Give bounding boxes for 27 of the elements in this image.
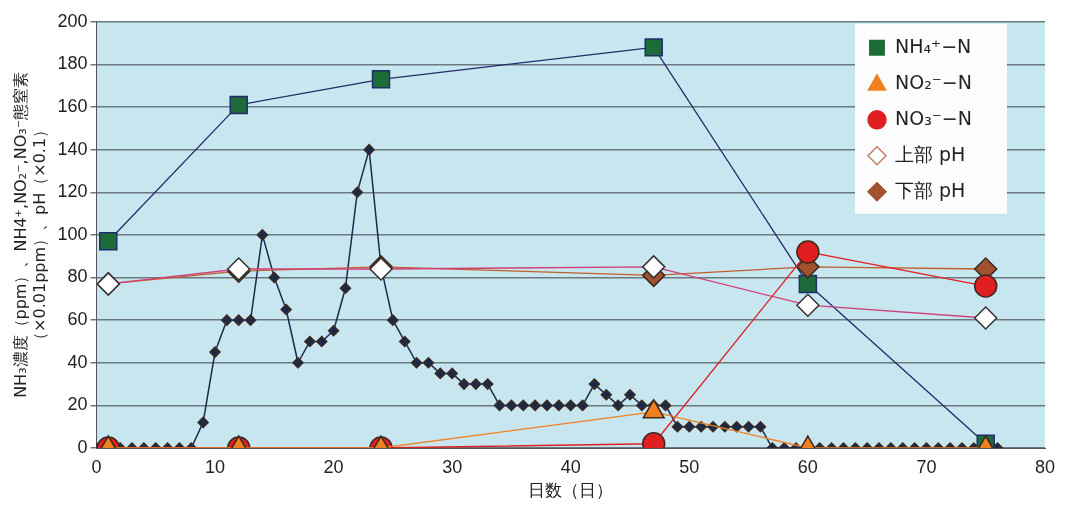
x-tick-label: 40: [560, 456, 581, 477]
y-tick-label: 180: [57, 53, 88, 74]
legend-label: 下部 pH: [895, 178, 966, 201]
x-axis-title: 日数（日）: [528, 480, 614, 501]
x-tick-label: 80: [1034, 456, 1056, 477]
x-tick-label: 60: [797, 456, 818, 477]
y-tick-label: 80: [67, 266, 88, 287]
y-tick-label: 20: [67, 394, 88, 415]
y-tick-label: 40: [67, 351, 88, 372]
y-tick-label: 0: [77, 436, 88, 457]
y-tick-label: 100: [57, 223, 88, 244]
legend-label: NO₂⁻−N: [895, 70, 972, 93]
x-tick-label: 70: [916, 456, 937, 477]
x-tick-label: 20: [323, 456, 344, 477]
x-tick-label: 50: [679, 456, 700, 477]
x-tick-label: 0: [91, 456, 102, 477]
legend-label: 上部 pH: [895, 142, 966, 165]
y-tick-label: 200: [57, 10, 88, 31]
y-tick-label: 160: [57, 96, 88, 117]
y-tick-label: 140: [57, 138, 88, 159]
y-tick-label: 120: [57, 181, 88, 202]
x-tick-label: 10: [204, 456, 226, 477]
y-axis-title: NH₃濃度（ppm）、NH4⁺,NO₂⁻,NO₃⁻態窒素（×0.01ppm）、pH（×0.1）: [10, 71, 49, 398]
y-tick-label: 60: [67, 309, 88, 330]
x-tick-label: 30: [442, 456, 463, 477]
legend-label: NO₃⁻−N: [895, 106, 972, 129]
legend-label: NH₄⁺−N: [895, 34, 972, 57]
